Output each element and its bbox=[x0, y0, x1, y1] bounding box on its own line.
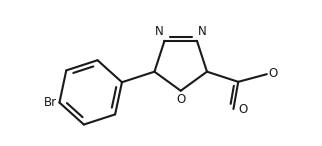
Text: N: N bbox=[155, 25, 163, 38]
Text: N: N bbox=[198, 25, 207, 38]
Text: O: O bbox=[268, 67, 277, 80]
Text: O: O bbox=[239, 102, 248, 115]
Text: Br: Br bbox=[44, 96, 57, 109]
Text: O: O bbox=[176, 93, 185, 106]
